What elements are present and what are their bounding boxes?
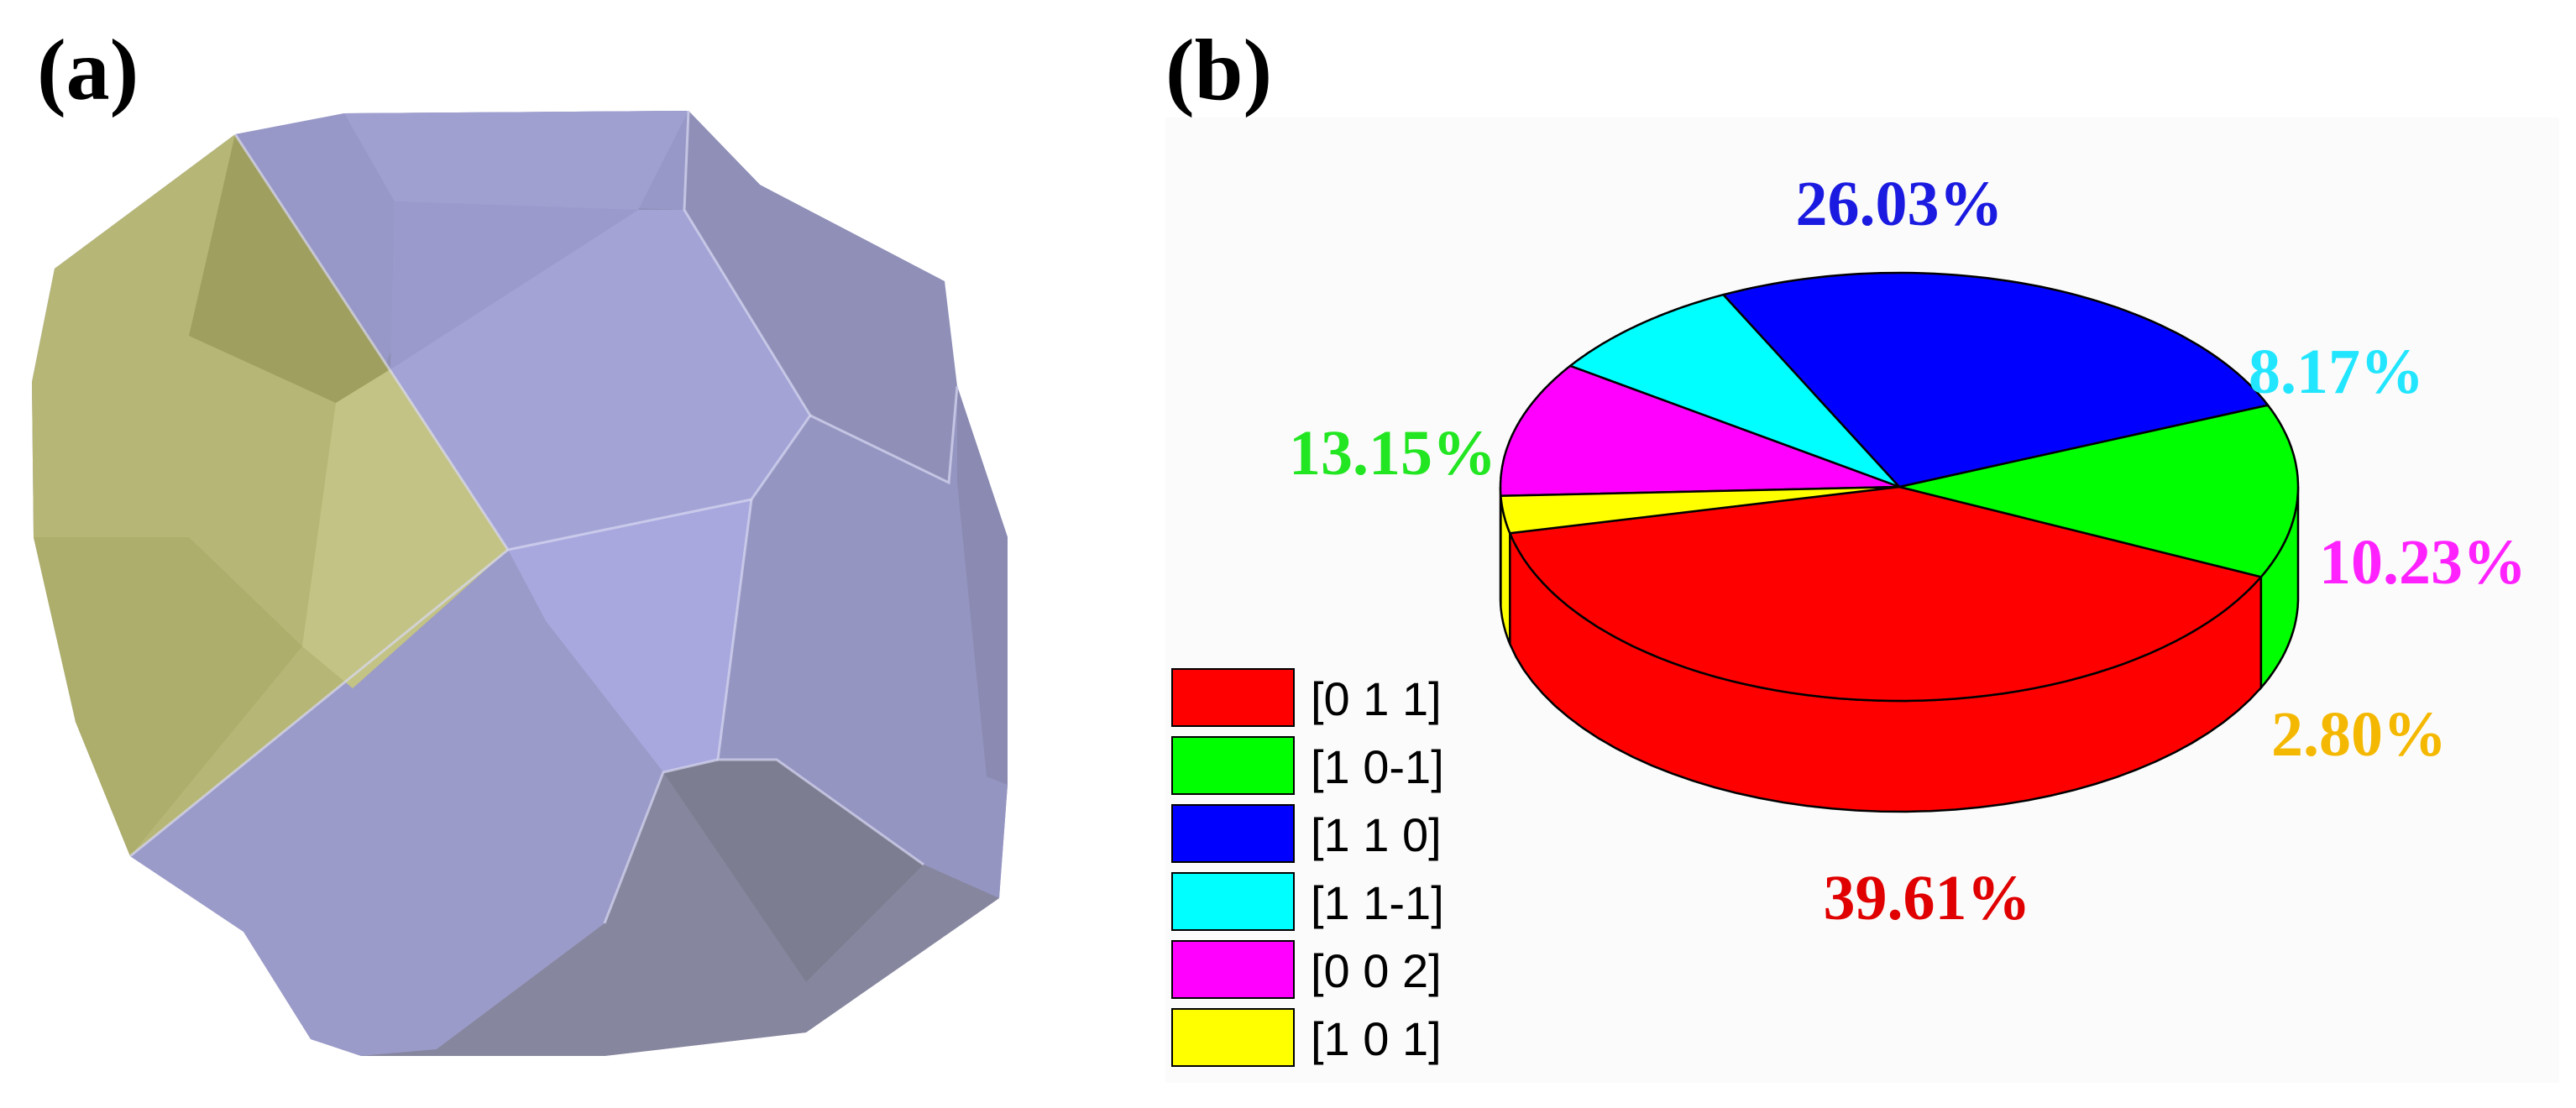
pie-slice-2 <box>1722 271 2270 489</box>
crystal-face <box>390 201 638 369</box>
pie-value-label-0: 39.61% <box>1824 863 2031 933</box>
crystal-face <box>718 386 1008 898</box>
pie-sides <box>1499 487 2300 813</box>
legend-swatch-2 <box>1171 804 1295 863</box>
panel-b-label: (b) <box>1165 22 1272 118</box>
legend-label-5: [1 0 1] <box>1311 1012 1442 1065</box>
pie-slice-1 <box>1898 404 2300 578</box>
pie-value-label-4: 10.23% <box>2319 527 2526 598</box>
pie-side-0 <box>1509 532 2263 813</box>
legend-label-1: [1 0-1] <box>1311 740 1444 793</box>
legend-label-2: [1 1 0] <box>1311 808 1442 861</box>
pie-slice-5 <box>1500 485 1901 535</box>
pie-panel-background <box>1165 118 2559 1083</box>
legend: [0 1 1] [1 0-1] [1 1 0] [1 1-1] [0 0 2] [1 0 … <box>1171 668 1444 1067</box>
pie-value-label-1: 13.15% <box>1289 418 1496 489</box>
legend-label-0: [0 1 1] <box>1311 672 1442 725</box>
crystal-face <box>508 499 751 772</box>
pie-side-1 <box>2259 487 2300 691</box>
pie-value-label-5: 2.80% <box>2271 699 2447 770</box>
pie-value-labels: 39.61% 13.15% 26.03% 8.17% 10.23% 2.80% <box>1289 169 2526 933</box>
pie-slice-3 <box>1568 293 1901 489</box>
pie-slice-0 <box>1509 485 2263 703</box>
pie-side-5 <box>1500 495 1511 645</box>
legend-swatch-1 <box>1171 736 1295 795</box>
legend-swatch-5 <box>1171 1008 1295 1067</box>
crystal-face <box>344 111 689 210</box>
legend-swatch-0 <box>1171 668 1295 727</box>
legend-swatch-3 <box>1171 872 1295 931</box>
pie-value-label-2: 26.03% <box>1796 169 2003 239</box>
crystal-face <box>390 210 810 550</box>
crystal-edges <box>129 110 959 924</box>
legend-label-3: [1 1-1] <box>1311 876 1444 929</box>
pie-slice-4 <box>1499 364 1901 498</box>
pie-top <box>1499 271 2300 703</box>
panel-a-label: (a) <box>37 22 139 118</box>
legend-swatch-4 <box>1171 940 1295 999</box>
crystal-face-yellow <box>302 369 508 688</box>
crystal-face <box>663 760 924 982</box>
legend-label-4: [0 0 2] <box>1311 944 1442 997</box>
crystal-face <box>130 550 663 1056</box>
crystal-face <box>957 386 1008 785</box>
crystal-polyhedron-figure: (a) <box>32 22 1008 1056</box>
crystal-face-yellow <box>34 537 302 856</box>
pie-value-label-3: 8.17% <box>2249 337 2424 407</box>
crystal-face <box>684 111 957 483</box>
crystal-face-yellow <box>189 134 390 403</box>
